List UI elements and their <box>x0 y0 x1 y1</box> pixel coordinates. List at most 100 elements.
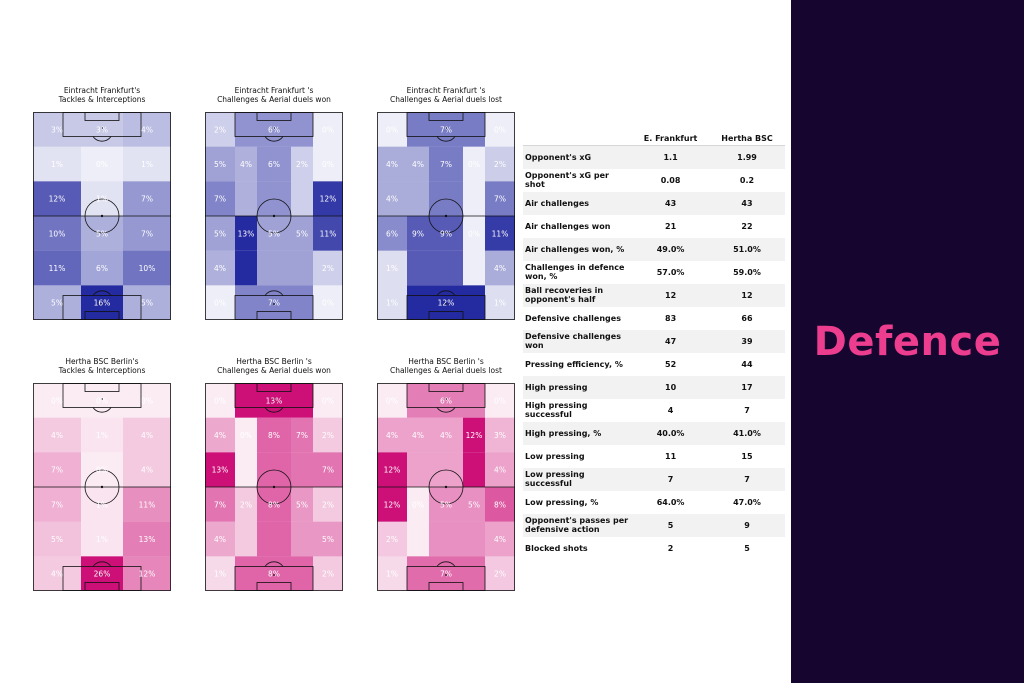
heatmap-value-label: 12% <box>320 195 337 204</box>
heatmap-cell <box>81 250 123 286</box>
heatmap-cell <box>485 417 515 453</box>
pitch-marking <box>84 383 120 392</box>
heatmap-cell <box>377 452 407 487</box>
pitch-marking <box>436 561 456 567</box>
pitch-marking <box>273 398 275 400</box>
pitch-marking <box>256 469 292 505</box>
heatmap-cell <box>205 146 235 182</box>
heatmap-value-label: 6% <box>440 396 452 405</box>
stats-hertha-value: 12 <box>709 283 785 307</box>
heatmap-value-label: 4% <box>494 466 506 475</box>
heatmap-cell <box>33 250 81 286</box>
heatmap-value-label: 7% <box>268 299 280 308</box>
heatmap-value-label: 1% <box>96 535 108 544</box>
heatmap-value-label: 0% <box>214 299 226 308</box>
heatmap-value-label: 4% <box>386 431 398 440</box>
pitch-heatmap: 0% 13% 0% 4% 0% 8% 7% 2% 13% 7% 7% 2% 8% 5% 2% 4% 5% 1% 8%… <box>205 383 343 591</box>
heatmap-value-label: 10% <box>139 264 156 273</box>
stats-frankfurt-value: 0.08 <box>632 168 709 192</box>
stats-row: High pressing 10 17 <box>523 375 785 399</box>
heatmap-value-label: 8% <box>268 500 280 509</box>
heatmap-value-label: 5% <box>468 500 480 509</box>
stats-frankfurt-value: 5 <box>632 513 709 537</box>
stats-hertha-value: 7 <box>709 467 785 491</box>
heatmap-cell <box>377 216 407 251</box>
heatmap-value-label: 6% <box>268 160 280 169</box>
pitch-title-line: Hertha BSC Berlin's <box>65 357 139 366</box>
stats-metric-label: Air challenges <box>523 191 633 215</box>
pitch-title-line: Challenges & Aerial duels lost <box>390 366 502 375</box>
heatmap-cell <box>291 146 313 182</box>
heatmap-cell <box>33 521 81 557</box>
heatmap-value-label: 3% <box>96 125 108 134</box>
stats-hertha-value: 17 <box>709 375 785 399</box>
stats-frankfurt-value: 52 <box>632 352 709 376</box>
heatmap-value-label: 4% <box>412 431 424 440</box>
pitch-marking <box>101 127 103 129</box>
pitch-marking <box>256 582 292 591</box>
heatmap-value-label: 1% <box>386 264 398 273</box>
stats-row: Low pressing, % 64.0% 47.0% <box>523 490 785 514</box>
pitch-marking <box>445 574 447 576</box>
stats-hertha-value: 1.99 <box>709 145 785 169</box>
heatmap-value-label: 9% <box>440 229 452 238</box>
heatmap-cell <box>485 146 515 182</box>
heatmap-value-label: 4% <box>386 195 398 204</box>
heatmap-value-label: 5% <box>322 535 334 544</box>
pitch-marking <box>84 582 120 591</box>
heatmap-value-label: 0% <box>386 125 398 134</box>
stats-frankfurt-value: 21 <box>632 214 709 238</box>
pitch-marking <box>428 383 464 392</box>
heatmap-cell <box>291 417 313 453</box>
stats-metric-label: Ball recoveries in opponent's half <box>523 283 633 307</box>
stats-metric-label: Defensive challenges <box>523 306 633 330</box>
stats-frankfurt-value: 10 <box>632 375 709 399</box>
heatmap-value-label: 1% <box>141 160 153 169</box>
stats-hertha-value: 7 <box>709 398 785 422</box>
heatmap-cell <box>291 521 313 557</box>
stats-hertha-value: 39 <box>709 329 785 353</box>
heatmap-cell <box>429 146 463 182</box>
heatmap-cell <box>123 285 171 320</box>
heatmap-cell <box>313 216 343 251</box>
heatmap-value-label: 8% <box>494 500 506 509</box>
heatmap-value-label: 11% <box>492 229 509 238</box>
heatmap-cell <box>81 521 123 557</box>
heatmap-value-label: 0% <box>96 160 108 169</box>
heatmap-value-label: 10% <box>49 229 66 238</box>
pitch-marking <box>256 311 292 320</box>
heatmap-value-label: 13% <box>238 229 255 238</box>
stats-row: Low pressing successful 7 7 <box>523 467 785 491</box>
pitch-marking <box>264 561 284 567</box>
heatmap-cell <box>291 181 313 216</box>
heatmap-value-label: 5% <box>214 160 226 169</box>
pitch-title-line: Eintracht Frankfurt 's <box>406 86 486 95</box>
heatmap-value-label: 7% <box>440 570 452 579</box>
heatmap-value-label: 2% <box>494 160 506 169</box>
heatmap-cell <box>407 521 429 557</box>
heatmap-value-label: 12% <box>139 570 156 579</box>
heatmap-cell <box>257 521 291 557</box>
heatmap-value-label: 2% <box>494 570 506 579</box>
heatmap-value-label: 13% <box>212 466 229 475</box>
heatmap-value-label: 8% <box>268 570 280 579</box>
heatmap-cell <box>313 417 343 453</box>
heatmap-cell <box>313 452 343 487</box>
stats-frankfurt-value: 7 <box>632 467 709 491</box>
heatmap-value-label: 12% <box>384 500 401 509</box>
pitch-title-line: Challenges & Aerial duels lost <box>390 95 502 104</box>
pitch-title-line: Eintracht Frankfurt's <box>63 86 141 95</box>
heatmap-cell <box>429 521 463 557</box>
stats-row: Opponent's xG 1.1 1.99 <box>523 145 785 169</box>
heatmap-cell <box>313 181 343 216</box>
heatmap-cell <box>313 521 343 557</box>
heatmap-cell <box>205 521 235 557</box>
stats-row: Air challenges won, % 49.0% 51.0% <box>523 237 785 261</box>
stats-header-frankfurt: E. Frankfurt <box>643 133 698 143</box>
heatmap-value-label: 4% <box>51 431 63 440</box>
heatmap-value-label: 12% <box>438 299 455 308</box>
heatmap-cell <box>123 216 171 251</box>
pitch-marking <box>444 485 448 489</box>
heatmap-cell <box>235 181 257 216</box>
pitch-marking <box>101 398 103 400</box>
